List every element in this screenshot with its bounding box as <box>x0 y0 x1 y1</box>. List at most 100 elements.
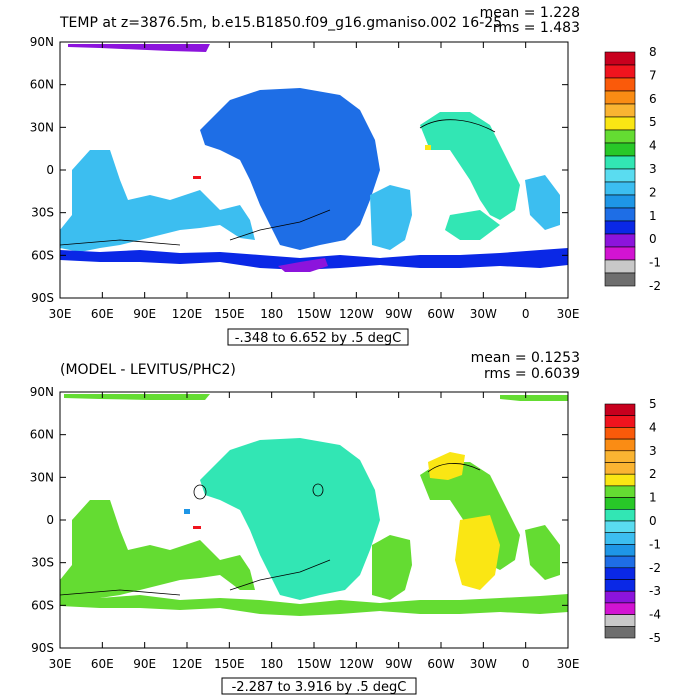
x-tick-label: 0 <box>522 657 530 671</box>
panel-bottom: (MODEL - LEVITUS/PHC2) mean = 0.1253 rms… <box>30 350 661 695</box>
panel-top-rms: rms = 1.483 <box>493 20 580 36</box>
contour-line <box>419 119 496 133</box>
colorbar-swatch <box>604 259 636 274</box>
speck-red <box>193 526 201 529</box>
colorbar-label: -3 <box>649 584 661 598</box>
colorbar-label: -2 <box>649 561 661 575</box>
colorbar-swatch <box>604 116 636 131</box>
y-tick-label: 60N <box>30 428 54 442</box>
colorbar-label: 7 <box>649 68 657 82</box>
colorbar-label: 0 <box>649 232 657 246</box>
colorbar-label: 0 <box>649 514 657 528</box>
colorbar-swatch <box>604 77 636 92</box>
contour-line <box>229 209 331 241</box>
x-tick-label: 60E <box>91 657 114 671</box>
contour-line <box>427 463 481 473</box>
panel-bottom-rms: rms = 0.6039 <box>484 366 580 382</box>
panel-top-mean: mean = 1.228 <box>480 5 580 21</box>
contour-line <box>59 239 181 246</box>
y-tick-label: 0 <box>46 513 54 527</box>
colorbar-swatch <box>604 64 636 79</box>
colorbar-swatch <box>604 614 636 627</box>
colorbar-label: 3 <box>649 162 657 176</box>
x-tick-label: 150W <box>297 657 332 671</box>
colorbar-swatch <box>604 415 636 428</box>
x-tick-label: 60E <box>91 307 114 321</box>
colorbar-bottom: 5 4 3 2 1 0 -1 -2 -3 -4 -5 <box>604 397 661 645</box>
field-indian-east <box>525 525 560 580</box>
y-tick-label: 30N <box>30 470 54 484</box>
range-box <box>227 328 409 346</box>
x-tick-label: 120E <box>172 307 203 321</box>
colorbar-label: 4 <box>649 139 657 153</box>
x-tick-label: 0 <box>522 307 530 321</box>
colorbar-swatch <box>604 51 636 66</box>
colorbar-swatch <box>604 625 636 639</box>
colorbar-swatch <box>604 497 636 510</box>
x-tick-label: 120W <box>339 307 374 321</box>
field-indian <box>60 500 255 602</box>
colorbar-swatch <box>604 207 636 222</box>
colorbar-swatch <box>604 520 636 533</box>
y-tick-label: 60N <box>30 78 54 92</box>
y-tick-label: 0 <box>46 163 54 177</box>
field-atlantic-south <box>370 185 412 250</box>
x-tick-label: 30E <box>557 657 580 671</box>
colorbar-swatch <box>604 233 636 248</box>
speck-yellow <box>425 145 431 150</box>
x-tick-label: 30E <box>49 307 72 321</box>
x-tick-label: 150E <box>214 307 245 321</box>
x-tick-label: 120W <box>339 657 374 671</box>
colorbar-swatch <box>604 129 636 144</box>
field-southern <box>60 248 568 270</box>
colorbar-swatch <box>604 103 636 118</box>
colorbar-swatch <box>604 220 636 235</box>
field-atlantic-yellow-south <box>455 515 500 590</box>
x-tick-label: 60W <box>427 307 454 321</box>
colorbar-swatch <box>604 485 636 498</box>
field-north-strip-east <box>500 395 568 401</box>
colorbar-swatch <box>604 590 636 604</box>
colorbar-swatch <box>604 473 636 487</box>
panel-bottom-mean: mean = 0.1253 <box>471 350 580 366</box>
field-atlantic-east <box>445 210 500 240</box>
range-label: -2.287 to 3.916 by .5 degC <box>232 680 407 695</box>
x-tick-label: 150W <box>297 307 332 321</box>
x-tick-label: 180 <box>260 657 283 671</box>
panel-top: TEMP at z=3876.5m, b.e15.B1850.f09_g16.g… <box>30 5 661 346</box>
x-tick-label: 90W <box>385 657 412 671</box>
colorbar-swatch <box>604 450 636 463</box>
field-ross <box>278 258 328 272</box>
colorbar-swatch <box>604 532 636 545</box>
contour-line <box>312 483 324 497</box>
colorbar-label: 2 <box>649 185 657 199</box>
x-tick-label: 120E <box>172 657 203 671</box>
colorbar-swatch <box>604 181 636 196</box>
field-southwest <box>372 535 412 600</box>
colorbar-swatch <box>604 427 636 440</box>
colorbar-swatch <box>604 403 636 416</box>
y-tick-label: 30S <box>31 556 54 570</box>
field-pacific <box>200 88 380 250</box>
field-north-strip <box>68 44 210 52</box>
colorbar-swatch <box>604 168 636 183</box>
panel-bottom-axes: 30E 60E 90E 120E 150E 180 150W 120W 90W 60W 30W 0 30… <box>30 385 580 671</box>
speck-blue <box>184 509 190 514</box>
colorbar-swatch <box>604 544 636 557</box>
colorbar-swatch <box>604 508 636 522</box>
contour-line <box>59 589 181 596</box>
speck-red <box>193 176 201 179</box>
y-tick-label: 90N <box>30 385 54 399</box>
y-tick-label: 60S <box>31 598 54 612</box>
x-tick-label: 150E <box>214 657 245 671</box>
colorbar-swatch <box>604 90 636 105</box>
x-tick-label: 90W <box>385 307 412 321</box>
colorbar-label: -1 <box>649 256 661 270</box>
colorbar-swatch <box>604 438 636 452</box>
colorbar-label: -1 <box>649 537 661 551</box>
colorbar-label: 4 <box>649 420 657 434</box>
contour-line <box>229 559 331 591</box>
colorbar-swatch <box>604 555 636 569</box>
panel-top-axes: 30E 60E 90E 120E 150E 180 150W 120W 90W 60W 30W 0 30… <box>30 35 580 321</box>
x-tick-label: 60W <box>427 657 454 671</box>
